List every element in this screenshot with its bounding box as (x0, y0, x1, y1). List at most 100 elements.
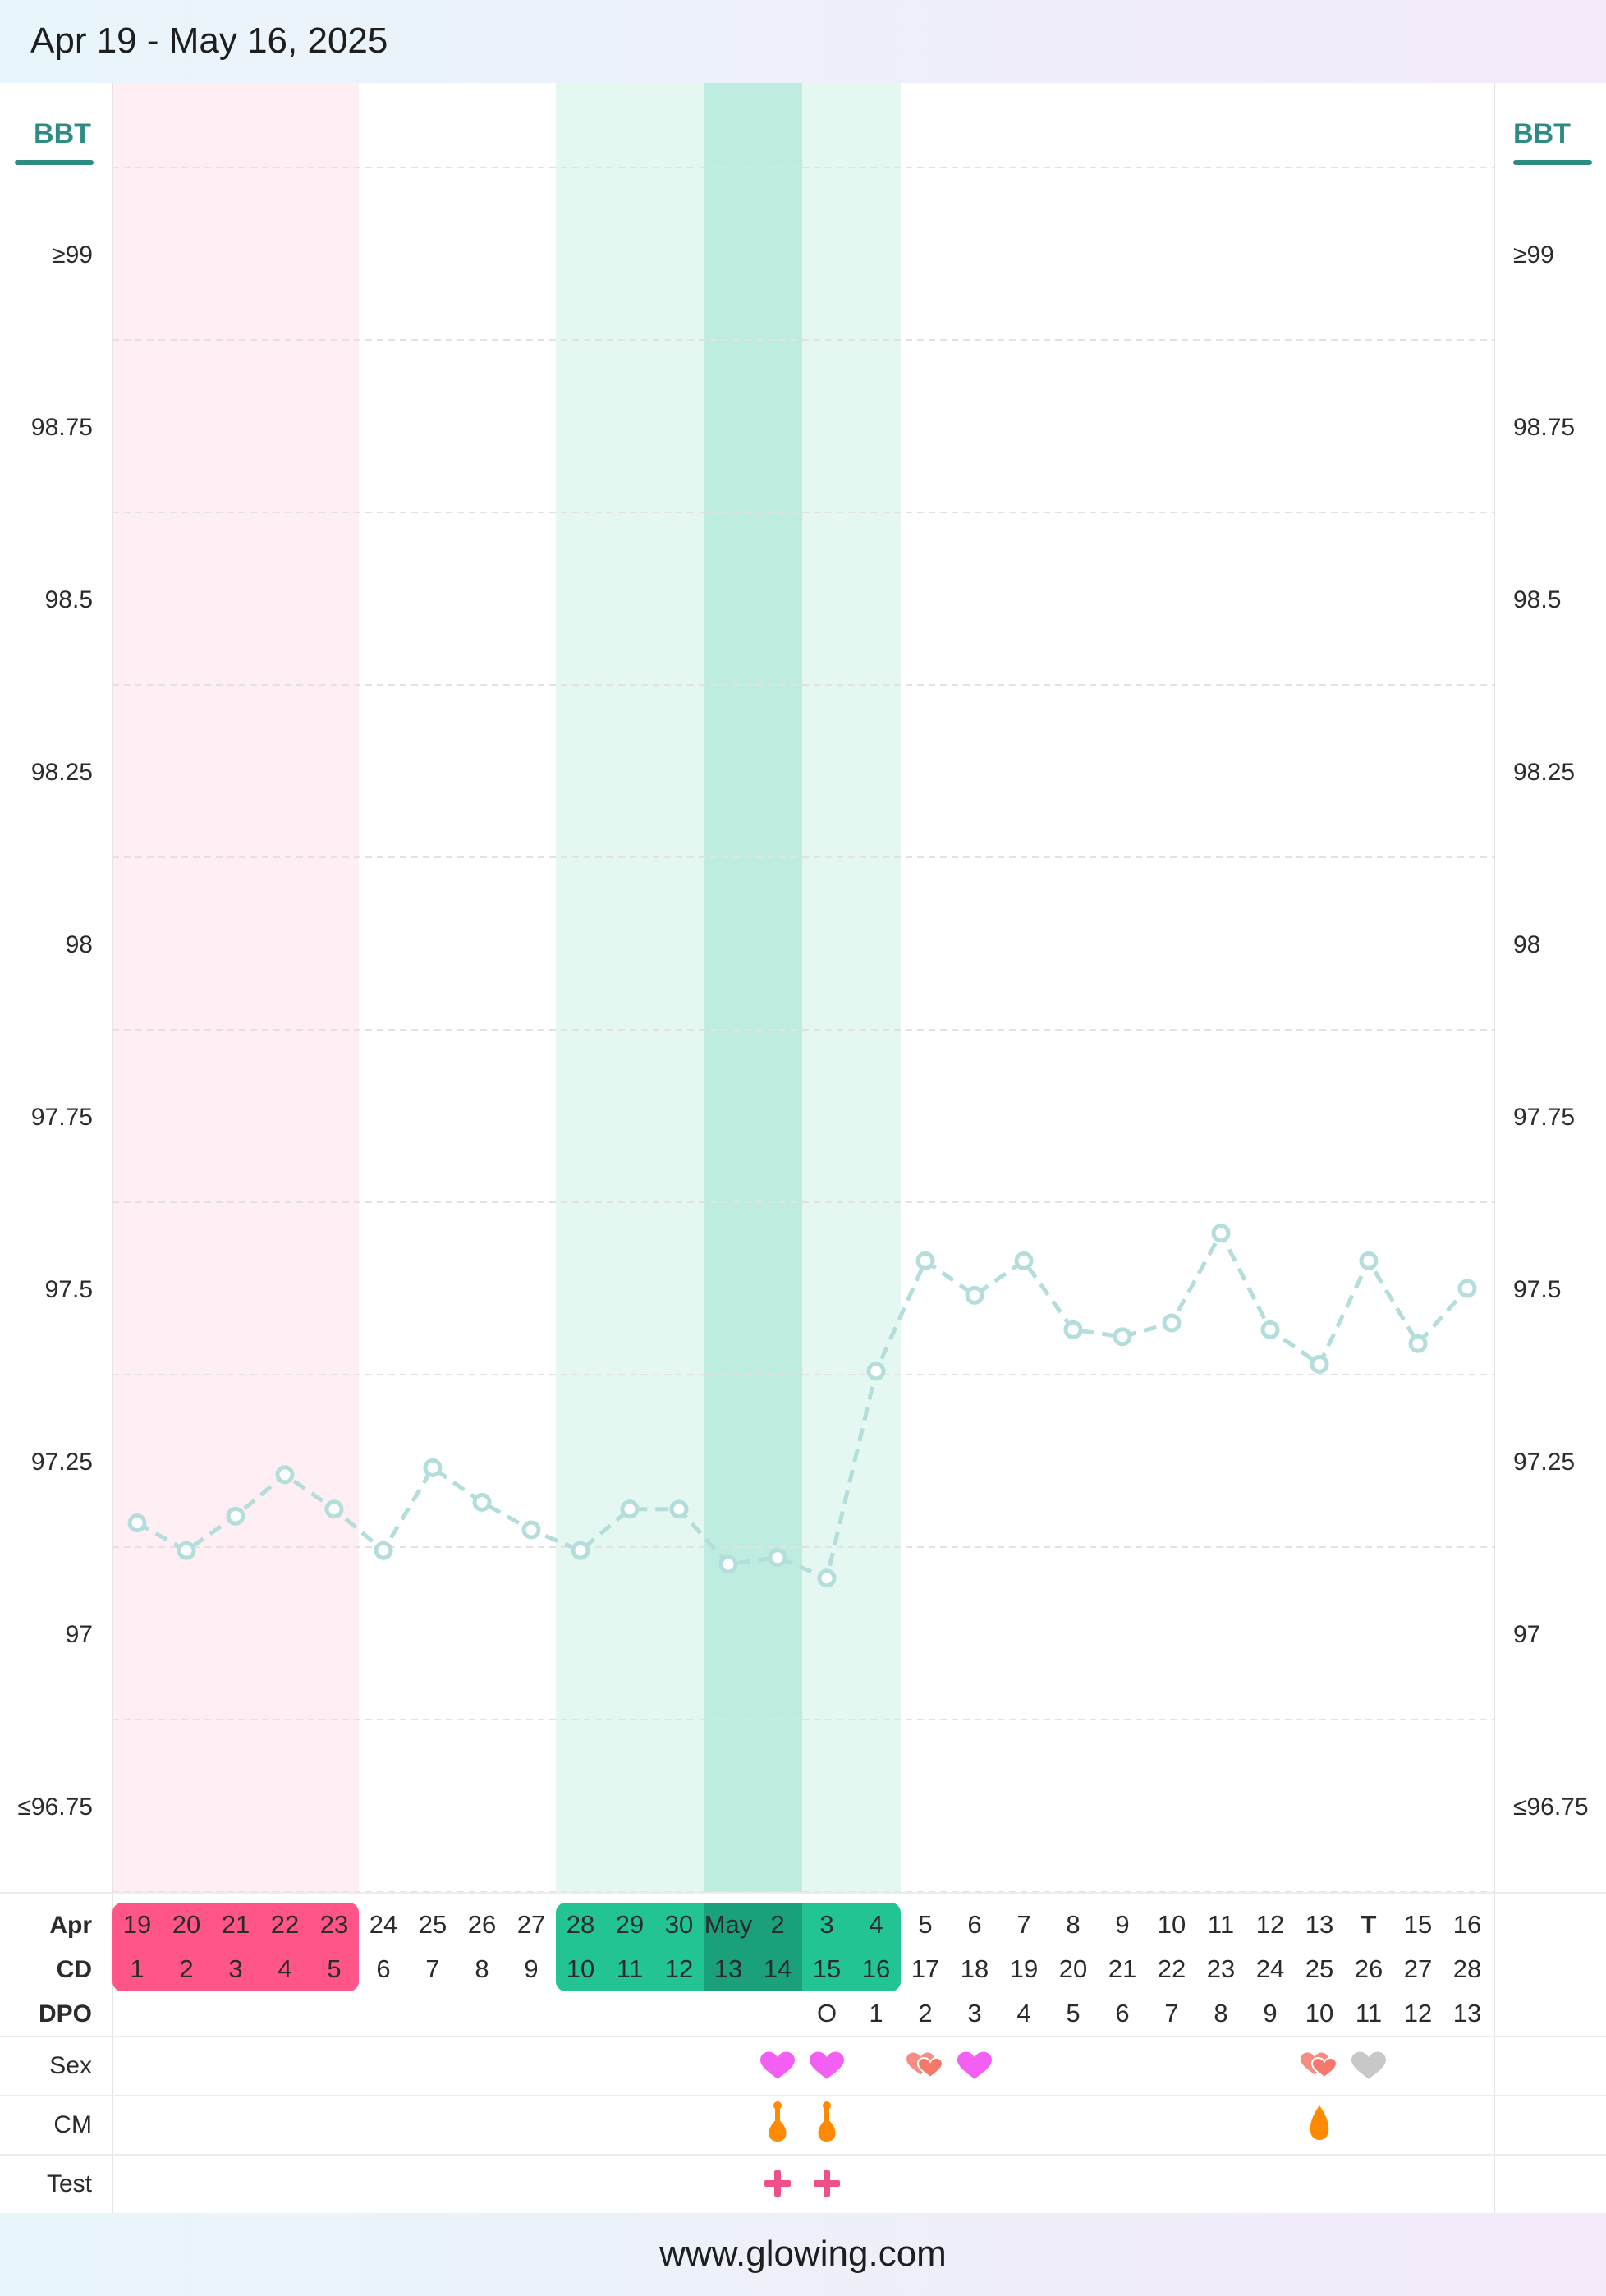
cycle-day-tick: 4 (278, 1954, 291, 1983)
date-range-title: Apr 19 - May 16, 2025 (30, 21, 388, 61)
cycle-day-tick: 11 (617, 1954, 643, 1983)
y-tick-label-right: 98.75 (1513, 414, 1575, 441)
date-tick: T (1361, 1910, 1377, 1939)
y-axis-title-underline-right (1513, 160, 1592, 165)
cycle-day-tick: 1 (130, 1954, 144, 1983)
y-axis-title-left: BBT (34, 118, 91, 149)
cm-drop (1310, 2105, 1329, 2140)
date-tick: 27 (517, 1910, 545, 1939)
date-tick: 19 (123, 1910, 151, 1939)
date-tick: 12 (1256, 1910, 1284, 1939)
bbt-point (1063, 1320, 1083, 1339)
dpo-tick: 3 (967, 1999, 981, 2027)
cycle-day-tick: 26 (1355, 1954, 1383, 1983)
dpo-tick: O (817, 1999, 837, 2027)
cycle-day-tick: 18 (961, 1954, 989, 1983)
bbt-point (521, 1520, 541, 1540)
bbt-point (1359, 1251, 1379, 1270)
date-tick: 13 (1305, 1910, 1333, 1939)
cm-drop (769, 2119, 787, 2142)
bbt-point (1113, 1327, 1132, 1347)
cycle-rows: Apr CD DPO Sex CM Test 19120221322423524… (0, 1892, 1606, 2197)
bbt-point (423, 1458, 443, 1477)
dpo-tick: 11 (1356, 1999, 1382, 2027)
bbt-point (571, 1541, 590, 1560)
cycle-day-tick: 14 (764, 1954, 792, 1983)
y-tick-label-left: 98.5 (45, 586, 93, 613)
date-tick: 6 (967, 1910, 981, 1939)
bbt-point (1408, 1334, 1428, 1353)
y-tick-label-right: 98.25 (1513, 759, 1575, 786)
bbt-point (1211, 1224, 1231, 1243)
y-tick-label-left: 98 (66, 931, 93, 958)
bbt-point (324, 1499, 344, 1519)
dpo-tick: 7 (1164, 1999, 1178, 2027)
date-tick: 30 (665, 1910, 693, 1939)
cycle-day-tick: 17 (911, 1954, 939, 1983)
dpo-tick: 13 (1453, 1999, 1481, 2027)
date-tick: 2 (770, 1910, 784, 1939)
date-tick: 24 (369, 1910, 397, 1939)
y-tick-label-left: ≤96.75 (17, 1793, 93, 1821)
bbt-point (620, 1499, 640, 1519)
dpo-tick: 5 (1066, 1999, 1080, 2027)
date-tick: 8 (1066, 1910, 1080, 1939)
axes: BBT BBT (15, 118, 1592, 165)
date-tick: 10 (1158, 1910, 1186, 1939)
row-label-cm: CM (53, 2111, 92, 2138)
cycle-day-tick: 20 (1059, 1954, 1087, 1983)
dpo-tick: 10 (1305, 1999, 1333, 2027)
peak-days-pill (704, 1903, 802, 1991)
plus-bar-v (774, 2170, 781, 2197)
date-tick: 23 (320, 1910, 348, 1939)
sex-heart-icon (957, 2051, 992, 2079)
cycle-day-tick: 24 (1256, 1954, 1284, 1983)
cycle-day-tick: 13 (714, 1954, 742, 1983)
bbt-point (915, 1251, 935, 1270)
cycle-phase-backgrounds (112, 83, 901, 1893)
period-background (112, 83, 359, 1893)
test-plus-icon (814, 2170, 840, 2197)
y-tick-label-left: 97 (66, 1621, 93, 1648)
y-tick-label-right: 97.25 (1513, 1449, 1575, 1476)
plus-bar-v (824, 2170, 830, 2197)
dpo-tick: 12 (1404, 1999, 1432, 2027)
cycle-day-tick: 7 (425, 1954, 439, 1983)
footer-url: www.glowing.com (659, 2234, 947, 2274)
date-tick: 3 (819, 1910, 833, 1939)
cm-stem (775, 2105, 780, 2122)
bbt-point (1162, 1313, 1182, 1333)
date-tick: 11 (1208, 1910, 1234, 1939)
sex-heart-icon (1351, 2051, 1386, 2079)
y-tick-label-left: ≥99 (52, 241, 93, 269)
y-axis-title-underline-left (15, 160, 94, 165)
cycle-day-tick: 22 (1158, 1954, 1186, 1983)
y-tick-label-right: ≥99 (1513, 241, 1554, 269)
y-tick-label-left: 97.5 (45, 1276, 93, 1303)
bbt-series-points (127, 1224, 1477, 1588)
date-tick: 4 (869, 1910, 883, 1939)
bbt-point (768, 1548, 787, 1568)
cm-egg-white-cm-icon (818, 2101, 836, 2142)
bbt-point (866, 1362, 886, 1381)
y-tick-labels: ≥99 ≥99 98.75 98.75 98.5 98.5 98.25 98.25 98 98 97… (17, 241, 1588, 1821)
date-tick: 25 (419, 1910, 447, 1939)
header-bar: Apr 19 - May 16, 2025 (0, 0, 1606, 83)
y-tick-label-right: 98.5 (1513, 586, 1561, 613)
cm-watery-cm-icon (1310, 2105, 1329, 2140)
period-days-pill (112, 1903, 359, 1991)
cm-stem (824, 2105, 829, 2122)
dpo-tick: 2 (918, 1999, 932, 2027)
bbt-point (127, 1513, 147, 1533)
date-tick: 9 (1115, 1910, 1129, 1939)
y-tick-label-left: 98.75 (31, 414, 93, 441)
y-tick-label-right: ≤96.75 (1513, 1793, 1589, 1821)
cycle-day-tick: 28 (1453, 1954, 1481, 1983)
y-axis-title-right: BBT (1513, 118, 1571, 149)
date-tick: 15 (1404, 1910, 1432, 1939)
sex-double-heart-icon (916, 2057, 944, 2079)
bbt-point (1014, 1251, 1034, 1270)
cycle-day-tick: 23 (1207, 1954, 1235, 1983)
date-tick: 20 (172, 1910, 200, 1939)
test-plus-icon (764, 2170, 791, 2197)
